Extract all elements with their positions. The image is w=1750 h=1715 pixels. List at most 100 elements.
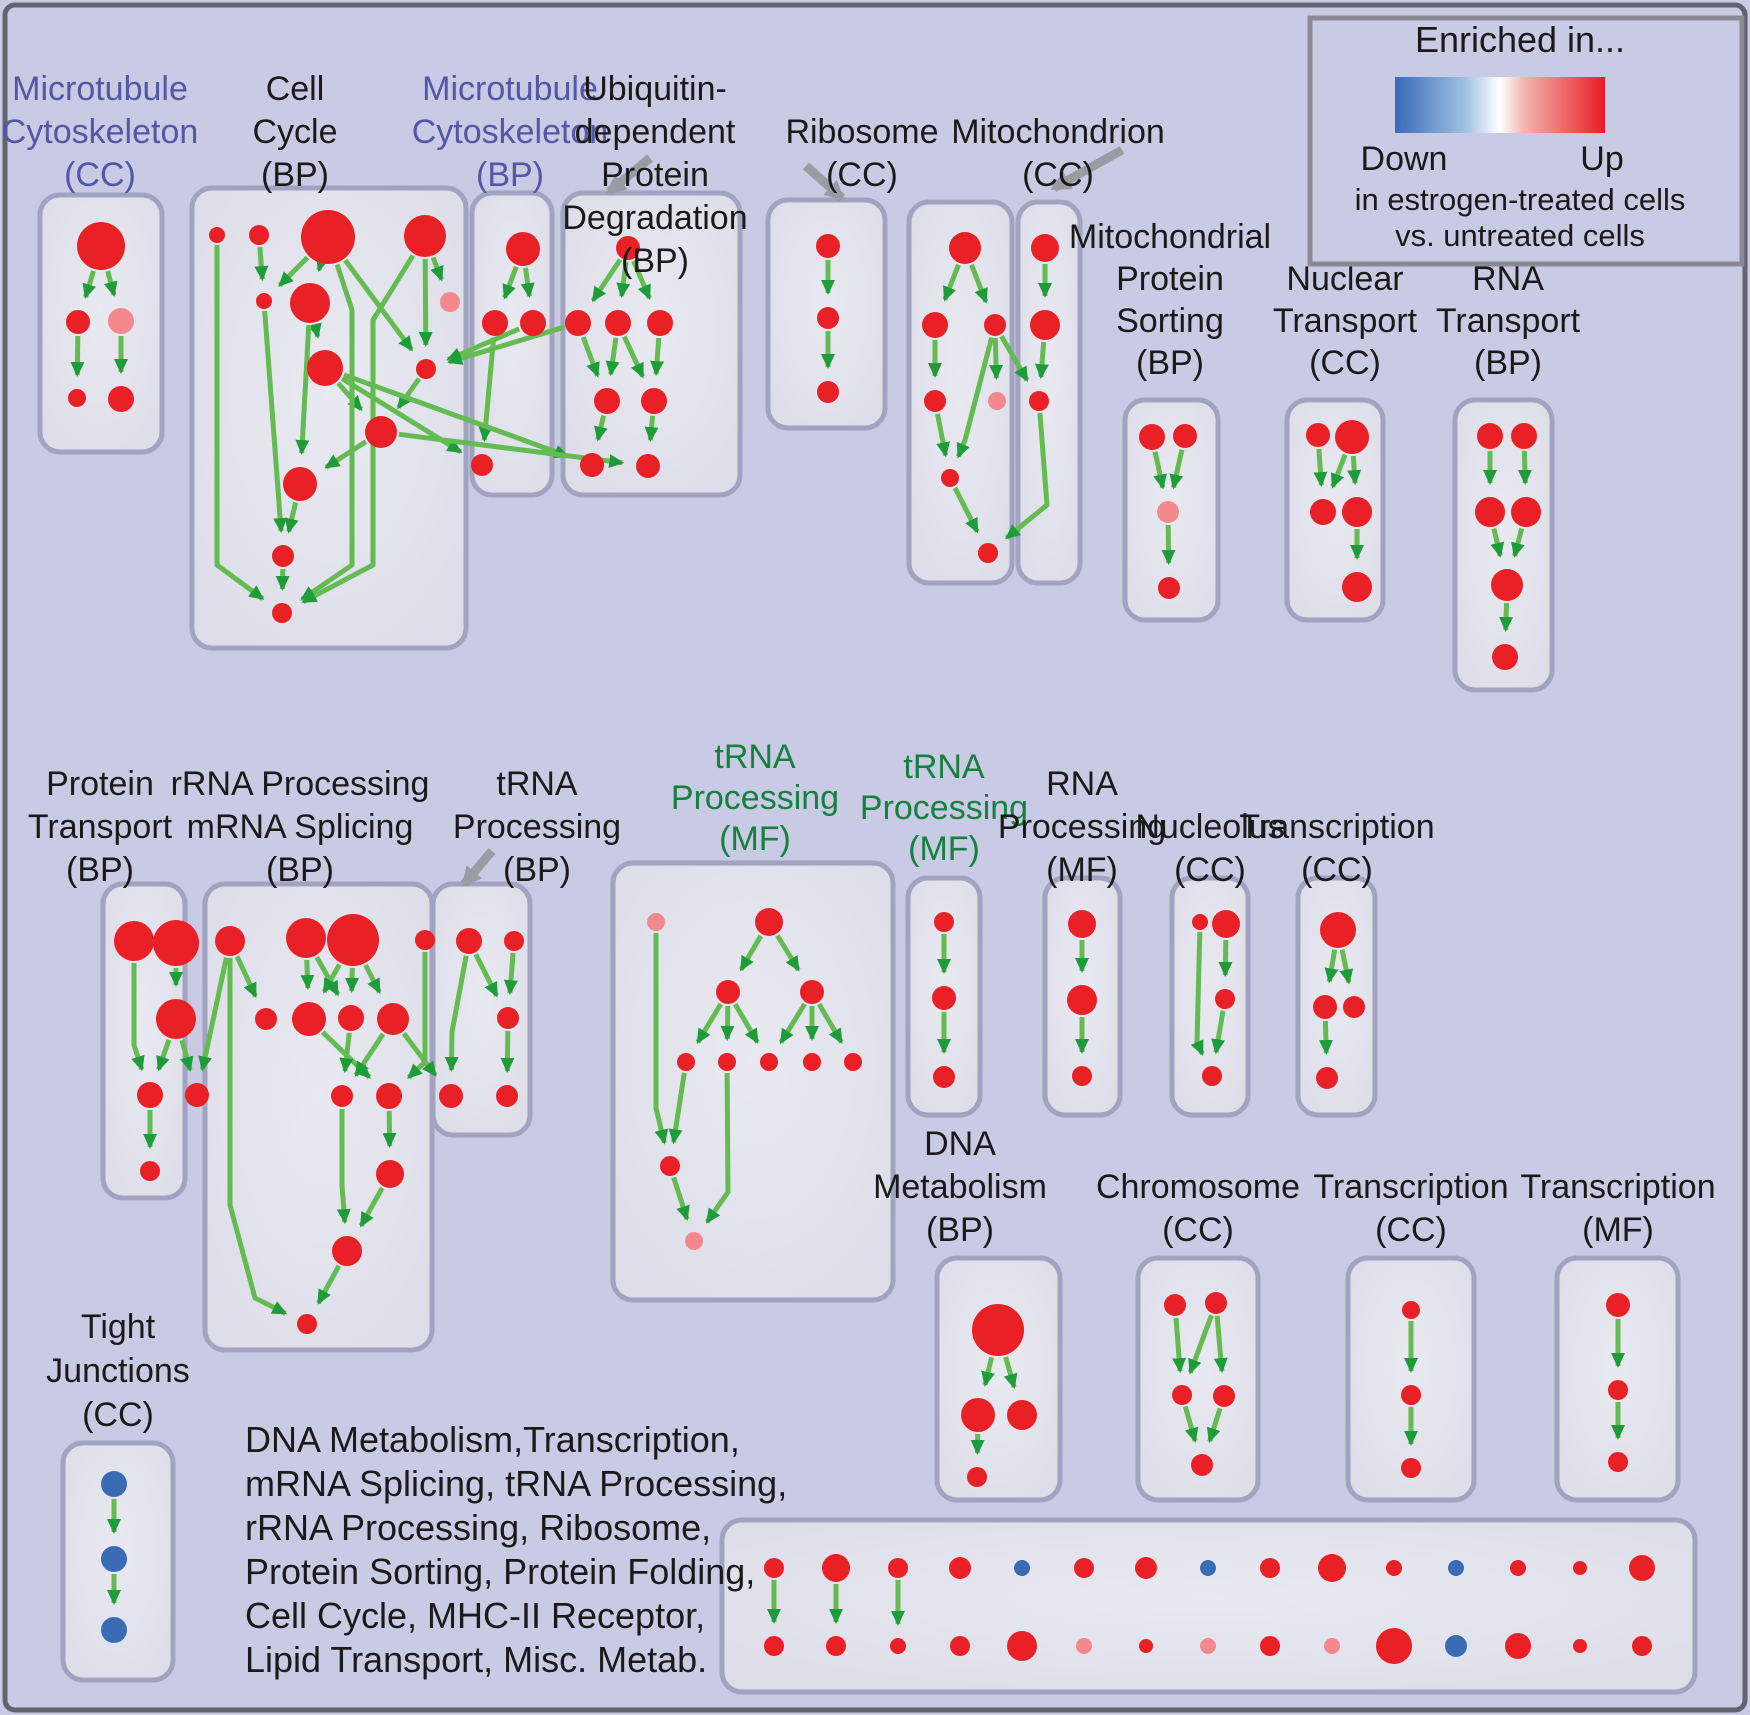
go-term-node-u8 [636,454,660,478]
box-trna-mf-1 [610,860,896,1303]
go-term-node-ch1 [1164,1294,1186,1316]
go-term-node-dm1 [972,1304,1024,1356]
label-line: (MF) [908,830,980,868]
label-line: (CC) [1301,851,1373,889]
label-line: (CC) [64,156,136,194]
caption-line: DNA Metabolism,Transcription, [245,1419,740,1460]
edge-r7-r8 [952,486,980,534]
box-microtubule-cc [37,192,165,455]
go-term-node-z1 [647,913,665,931]
edge-h-u7 [342,372,570,459]
label-line: Cytoskeleton [2,113,199,151]
edge-g7-g9 [339,1032,354,1074]
go-term-node-v1 [1477,423,1503,449]
go-term-node-p4 [137,1082,163,1108]
edge-i-l [396,377,422,410]
pointer-ubiquitin-chain-box-icon [803,162,845,202]
edge-u2-i [447,324,565,365]
go-term-node-t1 [1306,423,1330,447]
edge-w2-w3 [503,952,518,996]
go-term-node-g11 [376,1160,404,1188]
cluster-label-rna-processing-mf: RNA Processing (MF) [998,765,1166,889]
label-line: Ribosome [785,113,938,151]
label-line: Protein [46,765,154,803]
go-term-node-s2 [1173,424,1197,448]
go-term-node-u7 [580,453,604,477]
cluster-label-mito-protein-sorting: Mitochondrial Protein Sorting (BP) [1069,218,1271,382]
label-line: rRNA Processing [171,765,430,803]
go-term-node-g2 [286,918,326,958]
label-line: (BP) [1136,344,1204,382]
label-line: Chromosome [1096,1168,1300,1206]
label-line: (BP) [476,156,544,194]
label-line: Protein [1116,260,1224,298]
go-term-node-z7 [760,1053,778,1071]
label-line: Transport [28,808,173,846]
legend-subtitle-1: in estrogen-treated cells [1355,182,1686,217]
go-term-node-g9 [331,1085,353,1107]
label-line: Protein [601,156,709,194]
go-term-node-h [307,350,343,386]
pointer-ubiquitin-box-icon [605,154,653,196]
edge-r3-r5 [989,337,1004,380]
go-term-node-g7 [338,1005,364,1031]
label-line: Cycle [252,113,337,151]
edge-u2-u5 [580,336,600,378]
edge-mo3-r8 [1005,412,1050,540]
pointer-trna-bp-box-icon [460,848,496,888]
edge-v5-v6 [1499,602,1514,632]
label-line: Transport [1273,302,1418,340]
edge-z4-z9 [816,1002,844,1044]
go-term-node-t5 [1342,572,1372,602]
cluster-label-chromosome: Chromosome (CC) [1096,1168,1300,1249]
edge-u1-u4 [631,259,652,301]
go-term-node-wt4 [949,1557,971,1579]
go-term-node-z4 [800,980,824,1004]
go-term-node-v3 [1475,497,1505,527]
label-line: (BP) [503,851,571,889]
go-term-node-v5 [1491,569,1523,601]
caption-line: Lipid Transport, Misc. Metab. [245,1639,707,1680]
edge-r1-r2 [942,263,961,302]
label-line: DNA [924,1125,996,1163]
edge-ch1-ch3 [1172,1317,1187,1374]
go-term-node-g5 [255,1008,277,1030]
go-term-node-f [290,283,330,323]
box-transcription-cc-1 [1295,875,1378,1118]
edge-t2-t3 [1330,453,1348,489]
go-term-node-c [301,210,355,264]
legend-box [1307,15,1745,267]
caption-line: rRNA Processing, Ribosome, [245,1507,711,1548]
go-term-node-nc4 [1202,1066,1222,1086]
legend-subtitle-2: vs. untreated cells [1395,218,1645,253]
go-term-node-wt2 [822,1554,850,1582]
go-term-node-wb7 [1139,1639,1153,1653]
edge-g1-g5 [234,955,258,999]
go-term-node-u6 [641,388,667,414]
label-line: tRNA [714,738,796,776]
go-term-node-wt3 [888,1558,908,1578]
edge-p3-p4 [156,1038,172,1072]
edge-s3-s4 [1161,524,1176,565]
go-term-node-u3 [605,310,631,336]
edge-A1-A3 [103,270,118,297]
edge-g1-p5 [198,957,229,1072]
go-term-node-tm3 [1608,1452,1628,1472]
go-term-node-wb12 [1445,1635,1467,1657]
edge-z3-z5 [695,1002,723,1045]
go-term-node-s1 [1139,424,1165,450]
label-line: Transcription [1239,808,1434,846]
go-term-node-t2 [1335,420,1369,454]
go-term-node-wb6 [1076,1638,1092,1654]
edge-u5-u7 [594,415,608,442]
edge-v2-v4 [1517,450,1532,485]
cluster-label-tight-junctions: Tight Junctions (CC) [46,1308,190,1434]
go-term-node-w5 [496,1085,518,1107]
cluster-label-ubiquitin: Ubiquitin-dependent Protein Degradation (BP… [562,70,747,280]
legend-gradient-bar [1395,77,1605,133]
edge-f-m [295,324,312,455]
label-line: Cytoskeleton [412,113,609,151]
go-term-node-tj2 [101,1546,127,1572]
